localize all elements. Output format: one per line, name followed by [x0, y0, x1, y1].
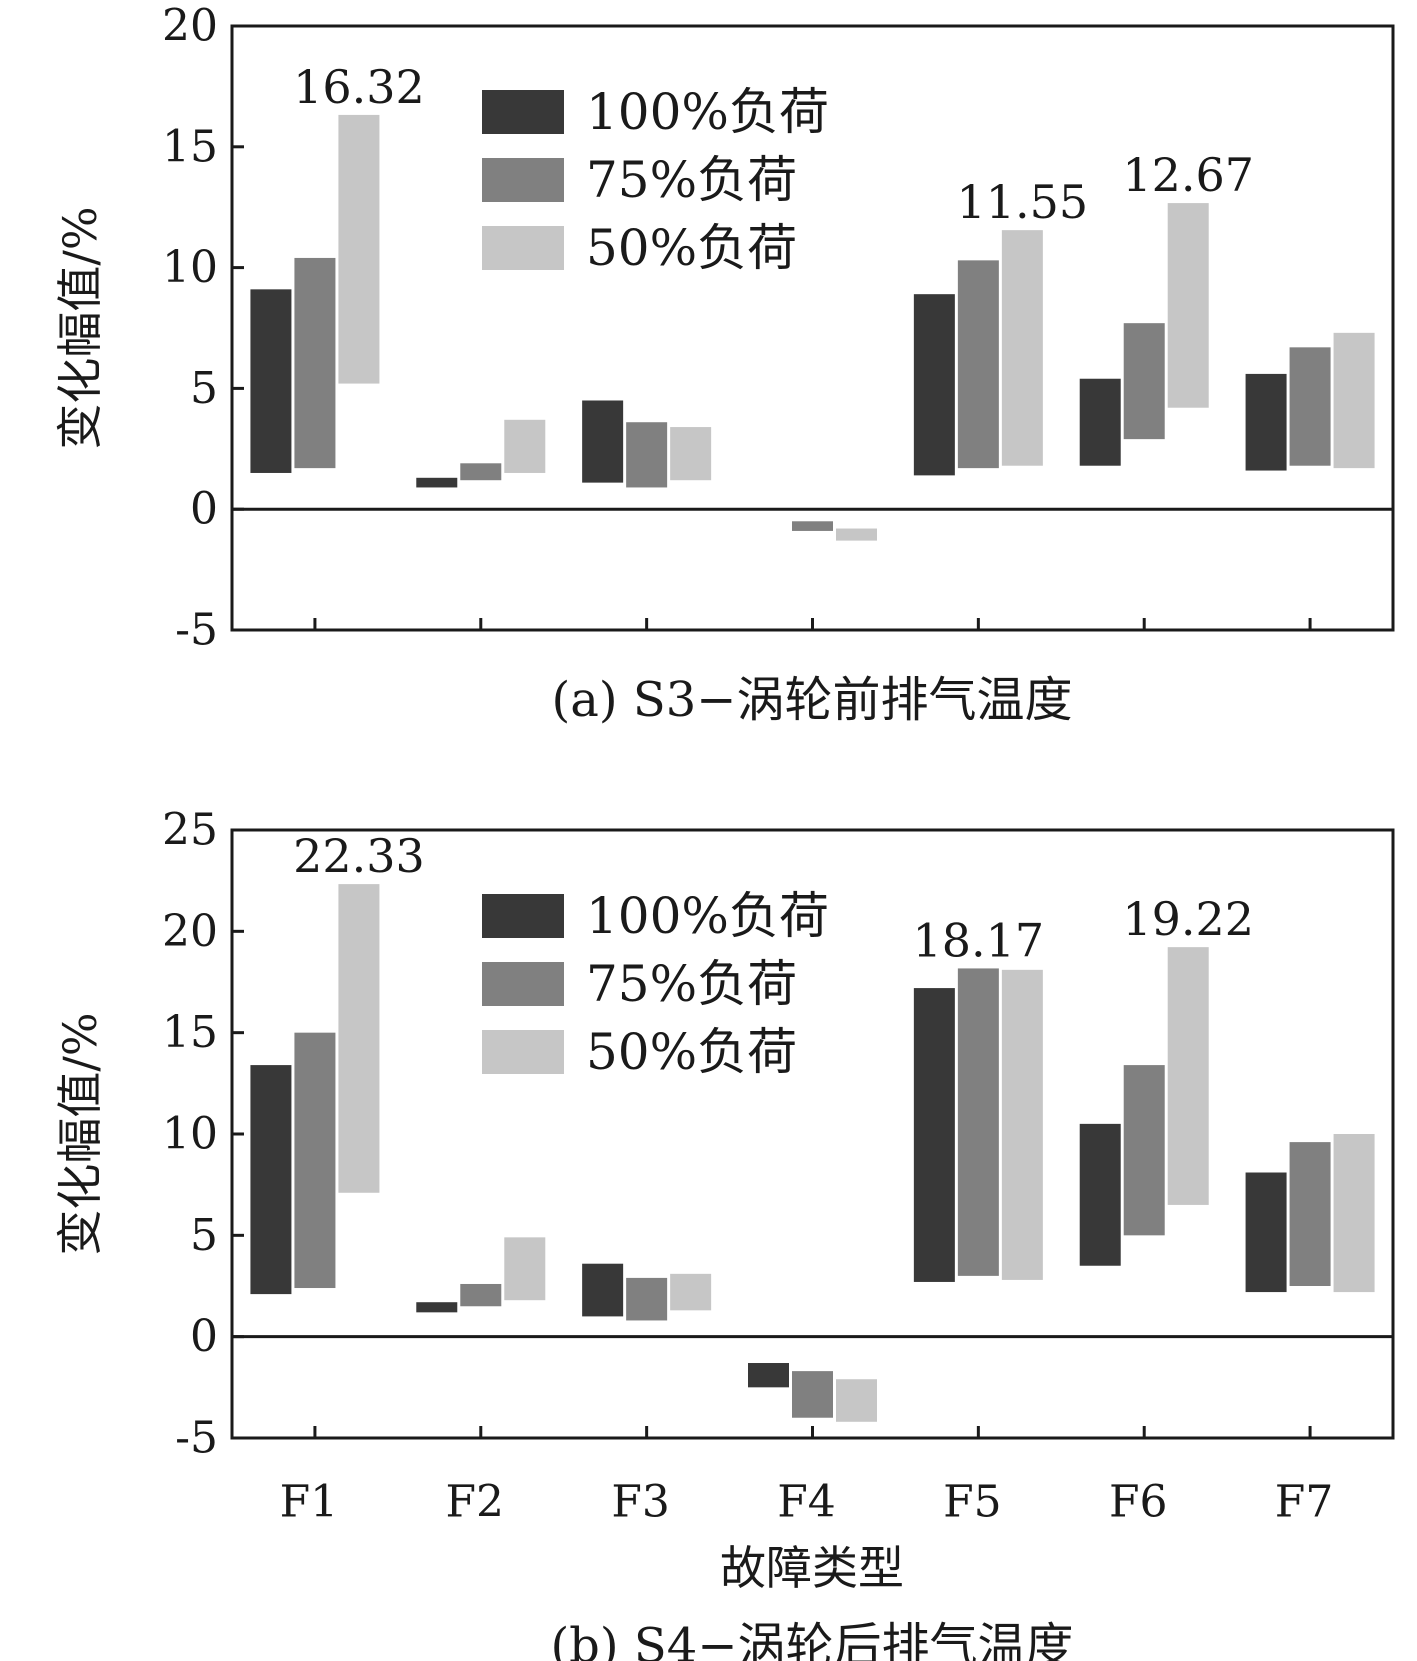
bar: [1123, 1065, 1165, 1236]
y-tick-label: 25: [162, 805, 218, 856]
bar: [1079, 1123, 1121, 1266]
bar: [748, 1363, 789, 1388]
y-axis-title: 变化幅值/%: [53, 1012, 107, 1255]
legend-swatch: [482, 1030, 564, 1074]
bar: [913, 988, 955, 1282]
x-axis-title: 故障类型: [720, 1541, 904, 1595]
data-label: 11.55: [957, 175, 1089, 229]
legend-label: 50%负荷: [586, 1023, 797, 1081]
panel-caption: (a) S3−涡轮前排气温度: [552, 672, 1073, 728]
y-tick-label: 10: [162, 1109, 218, 1160]
bar: [1245, 1172, 1287, 1293]
x-tick-label: F2: [446, 1477, 505, 1528]
panel-a: -5 0 5 10 15 20 16.32 11.55 12.67 100%负荷 75%负荷 50%负…: [53, 1, 1395, 728]
bar: [1167, 947, 1209, 1205]
bar: [582, 400, 624, 483]
bar: [582, 1263, 624, 1317]
bar: [1123, 323, 1165, 440]
y-tick-label: 15: [162, 121, 218, 172]
bar: [250, 1065, 292, 1295]
y-tick-label: -5: [175, 605, 218, 656]
bar: [792, 1371, 833, 1418]
legend-label: 75%负荷: [586, 955, 797, 1013]
x-tick-label: F5: [943, 1477, 1002, 1528]
bar: [1001, 230, 1043, 466]
bar: [338, 884, 380, 1193]
data-label: 18.17: [913, 913, 1045, 967]
y-tick-label: 5: [190, 363, 218, 414]
legend-swatch: [482, 90, 564, 134]
bar: [1001, 969, 1043, 1280]
x-tick-label: F6: [1109, 1477, 1168, 1528]
data-label: 16.32: [293, 60, 425, 114]
bar: [250, 289, 292, 473]
bar: [460, 1283, 502, 1307]
y-tick-label: 0: [190, 1311, 218, 1362]
y-tick-label: 20: [162, 906, 218, 957]
y-tick-label: 0: [190, 484, 218, 535]
bar: [836, 1379, 877, 1422]
y-tick-label: 10: [162, 242, 218, 293]
bar: [1079, 378, 1121, 466]
bar: [504, 1237, 546, 1301]
bar: [504, 419, 546, 473]
panel-caption: (b) S4−涡轮后排气温度: [550, 1618, 1073, 1661]
bar: [1289, 347, 1331, 466]
y-axis-title: 变化幅值/%: [53, 206, 107, 449]
bar: [294, 257, 336, 469]
x-tick-label: F3: [611, 1477, 670, 1528]
legend-label: 100%负荷: [586, 887, 829, 945]
bar: [1333, 332, 1375, 469]
legend-swatch: [482, 158, 564, 202]
bar: [626, 422, 668, 488]
bar: [836, 528, 877, 541]
legend-swatch: [482, 894, 564, 938]
bar: [416, 1302, 458, 1313]
legend-label: 75%负荷: [586, 151, 797, 209]
data-label: 19.22: [1122, 892, 1254, 946]
legend-label: 100%负荷: [586, 83, 829, 141]
x-tick-label: F1: [280, 1477, 339, 1528]
bar: [460, 463, 502, 481]
bar: [338, 114, 380, 384]
y-tick-label: 5: [190, 1210, 218, 1261]
data-label: 22.33: [293, 829, 425, 883]
bar: [416, 477, 458, 488]
x-tick-label: F4: [777, 1477, 836, 1528]
bar: [294, 1032, 336, 1289]
y-tick-label: 20: [162, 1, 218, 52]
legend-swatch: [482, 962, 564, 1006]
bar: [670, 1273, 712, 1311]
bar: [957, 260, 999, 469]
plot-frame: [230, 828, 1395, 1440]
bar: [670, 427, 712, 481]
bar: [1333, 1134, 1375, 1293]
bar: [626, 1277, 668, 1321]
legend-swatch: [482, 226, 564, 270]
bar: [957, 968, 999, 1276]
data-label: 12.67: [1122, 148, 1254, 202]
bar: [1167, 203, 1209, 408]
bar: [1289, 1142, 1331, 1286]
panel-b: -5 0 5 10 15 20 25 F1 F2 F3 F4 F5 F6 F7 22.33 18.17 19.2…: [53, 805, 1395, 1661]
bar: [913, 294, 955, 476]
x-tick-label: F7: [1275, 1477, 1334, 1528]
y-tick-label: 15: [162, 1007, 218, 1058]
plot-frame: [230, 24, 1395, 632]
bar: [792, 521, 833, 531]
legend-label: 50%负荷: [586, 219, 797, 277]
y-tick-label: -5: [175, 1413, 218, 1464]
bar: [1245, 373, 1287, 471]
